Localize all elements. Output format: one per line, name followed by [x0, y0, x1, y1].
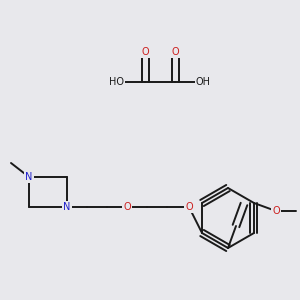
Text: O: O: [123, 202, 131, 212]
Text: N: N: [25, 172, 33, 182]
Text: OH: OH: [196, 77, 211, 87]
Text: O: O: [272, 206, 280, 216]
Text: O: O: [171, 47, 179, 57]
Text: N: N: [63, 202, 71, 212]
Text: HO: HO: [110, 77, 124, 87]
Text: O: O: [185, 202, 193, 212]
Text: O: O: [141, 47, 149, 57]
